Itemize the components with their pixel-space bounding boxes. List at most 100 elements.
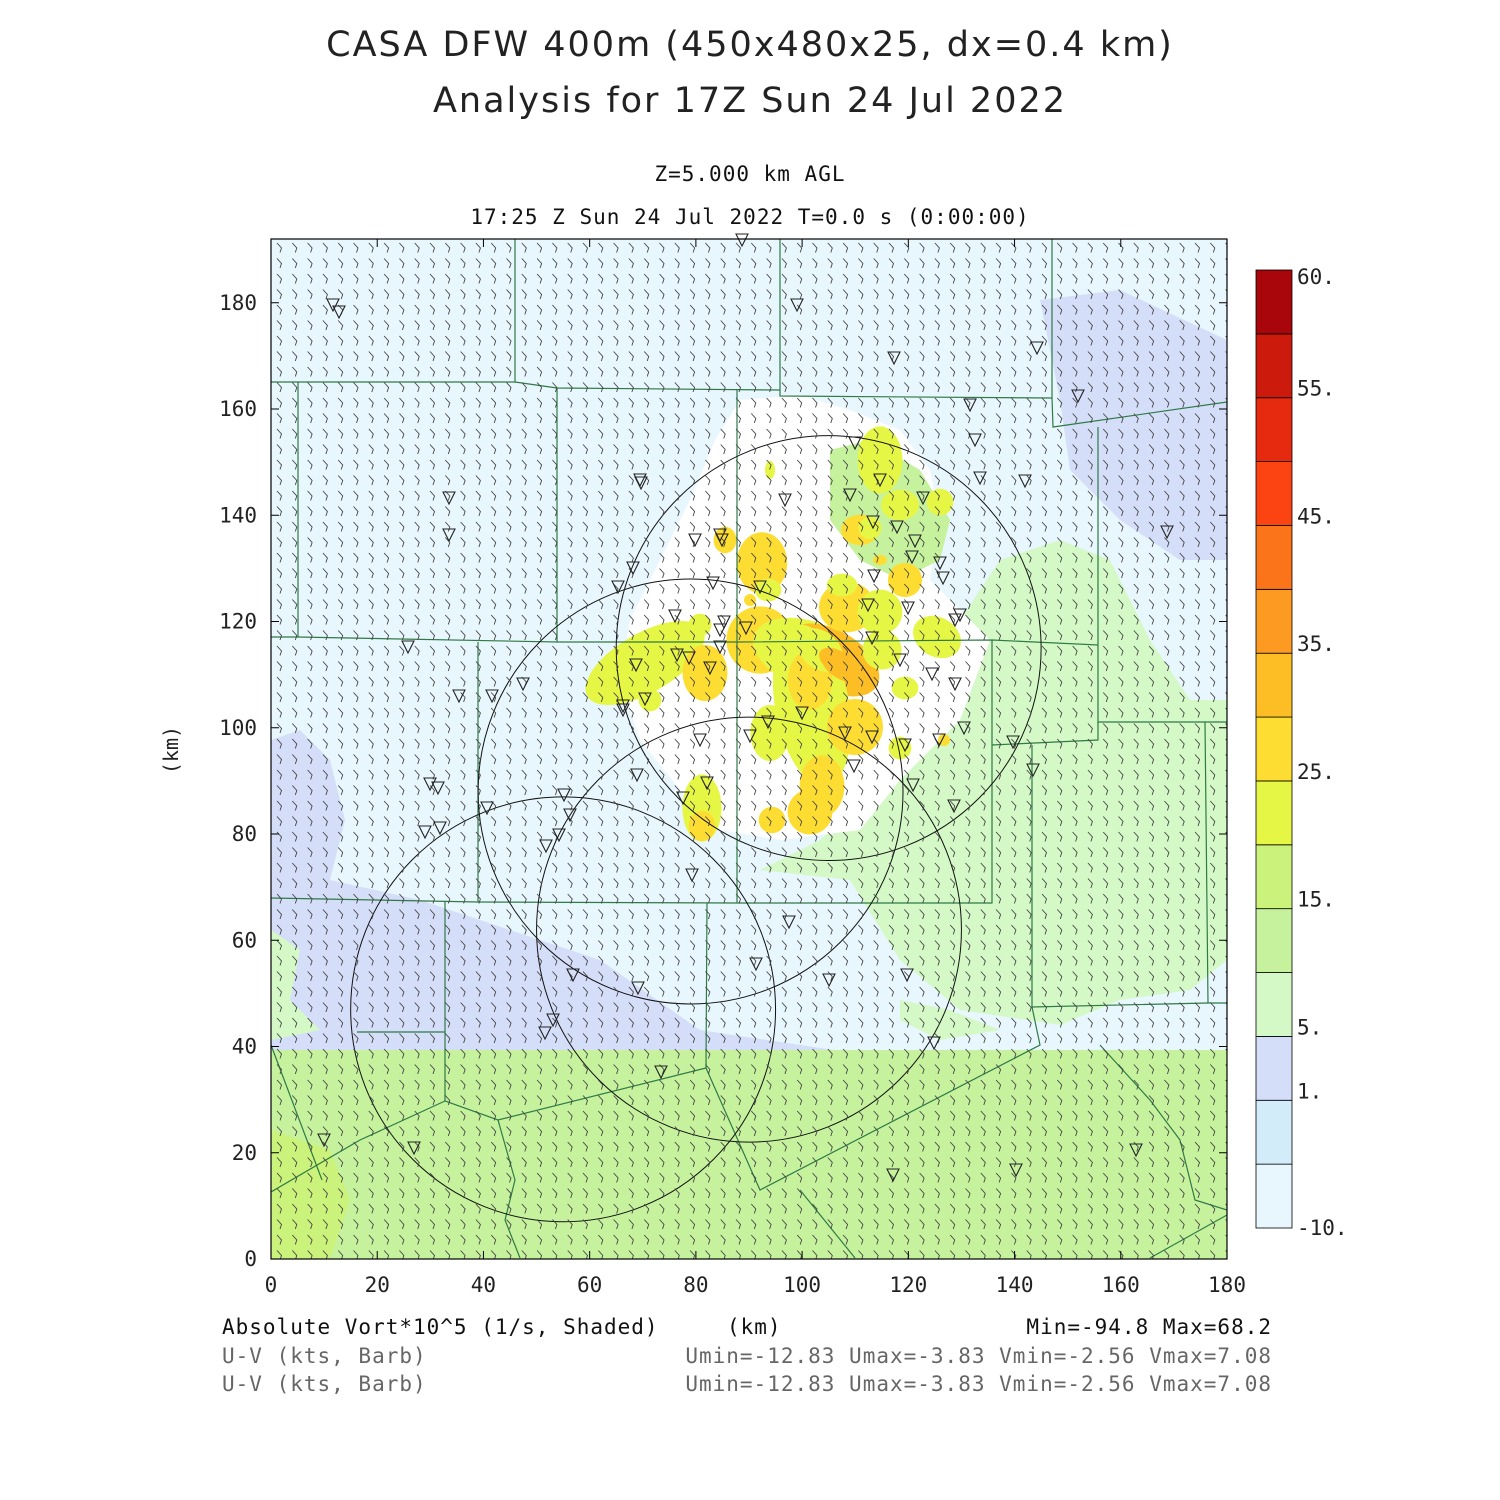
- colorbar-label: 60.: [1297, 265, 1335, 289]
- radar-station-marker: [790, 298, 804, 313]
- colorbar-label: 5.: [1297, 1015, 1322, 1039]
- chart-title-line1: CASA DFW 400m (450x480x25, dx=0.4 km): [326, 25, 1174, 65]
- radar-station-marker: [713, 640, 727, 655]
- y-tick-label: 20: [232, 1141, 257, 1165]
- radar-station-marker: [822, 973, 836, 988]
- radar-station-marker: [1129, 1143, 1143, 1158]
- x-tick-label: 180: [1208, 1273, 1246, 1297]
- radar-station-marker: [703, 661, 717, 676]
- radar-station-marker: [898, 738, 912, 753]
- level-label: Z=5.000 km AGL: [654, 162, 846, 186]
- radar-station-marker: [893, 653, 907, 668]
- radar-station-marker: [865, 631, 879, 646]
- radar-station-marker: [948, 677, 962, 692]
- radar-station-marker: [563, 808, 577, 823]
- wind-description-1: U-V (kts, Barb): [222, 1344, 427, 1368]
- radar-station-marker: [948, 613, 962, 628]
- radar-station-marker: [1018, 474, 1032, 489]
- x-tick-label: 0: [265, 1273, 278, 1297]
- radar-station-marker: [688, 533, 702, 548]
- colorbar-label: 35.: [1297, 632, 1335, 656]
- radar-station-marker: [932, 733, 946, 748]
- radar-station-marker: [682, 651, 696, 666]
- x-tick-label: 80: [683, 1273, 708, 1297]
- radar-station-marker: [676, 791, 690, 806]
- x-tick-label: 40: [471, 1273, 496, 1297]
- y-tick-label: 120: [219, 610, 257, 634]
- radar-station-marker: [795, 706, 809, 721]
- wind-barbs: [276, 242, 1227, 1259]
- y-tick-label: 80: [232, 822, 257, 846]
- colorbar-swatch: [1255, 461, 1293, 526]
- colorbar-label: -10.: [1297, 1216, 1348, 1240]
- radar-range-rings: [350, 435, 1042, 1223]
- county-boundaries: [271, 239, 1227, 1259]
- radar-station-marker: [739, 621, 753, 636]
- colorbar: -10. 1. 5. 15. 25. 35. 45. 55. 60.: [1255, 265, 1348, 1240]
- colorbar-label: 55.: [1297, 377, 1335, 401]
- radar-station-marker: [480, 801, 494, 816]
- radar-station-marker: [735, 233, 749, 248]
- range-ring: [477, 578, 904, 1005]
- radar-station-marker: [1009, 1163, 1023, 1178]
- radar-station-marker: [516, 677, 530, 692]
- radar-station-marker: [654, 1065, 668, 1080]
- radar-station-marker: [847, 759, 861, 774]
- radar-station-marker: [1006, 735, 1020, 750]
- radar-station-marker: [638, 692, 652, 707]
- radar-station-marker: [947, 799, 961, 814]
- radar-station-marker: [538, 1026, 552, 1041]
- radar-station-marker: [867, 569, 881, 584]
- radar-station-marker: [753, 580, 767, 595]
- radar-station-marker: [900, 968, 914, 983]
- colorbar-swatch: [1255, 1099, 1293, 1165]
- radar-station-marker: [634, 476, 648, 491]
- radar-station-marker: [1030, 341, 1044, 356]
- radar-station-marker: [916, 491, 930, 506]
- radar-station-marker: [706, 576, 720, 591]
- radar-station-marker: [616, 699, 630, 714]
- radar-station-marker: [700, 776, 714, 791]
- radar-station-marker: [778, 493, 792, 508]
- wind-description-2: U-V (kts, Barb): [222, 1372, 427, 1396]
- radar-station-marker: [890, 520, 904, 535]
- radar-station-marker: [838, 726, 852, 741]
- radar-station-marker: [442, 528, 456, 543]
- station-markers: [317, 233, 1174, 1183]
- radar-station-marker: [1026, 763, 1040, 778]
- colorbar-swatch: [1255, 780, 1293, 846]
- radar-station-marker: [317, 1133, 331, 1148]
- radar-station-marker: [936, 571, 950, 586]
- range-ring: [536, 716, 962, 1143]
- x-tick-label: 120: [889, 1273, 927, 1297]
- colorbar-swatch: [1255, 652, 1293, 718]
- radar-station-marker: [865, 730, 879, 745]
- colorbar-label: 25.: [1297, 760, 1335, 784]
- radar-station-marker: [953, 608, 967, 623]
- colorbar-swatch: [1255, 1163, 1293, 1229]
- colorbar-label: 15.: [1297, 888, 1335, 912]
- axes: 0 20 40 60 80 100 120 140 160 180 0 20 40 60 80 100 120 1…: [219, 239, 1246, 1297]
- radar-station-marker: [761, 715, 775, 730]
- radar-station-marker: [668, 609, 682, 624]
- radar-station-marker: [452, 689, 466, 704]
- range-ring: [615, 435, 1042, 862]
- radar-station-marker: [968, 433, 982, 448]
- radar-station-marker: [973, 471, 987, 486]
- radar-station-marker: [557, 788, 571, 803]
- radar-station-marker: [873, 473, 887, 488]
- y-tick-label: 140: [219, 503, 257, 527]
- radar-station-marker: [933, 556, 947, 571]
- radar-station-marker: [1160, 525, 1174, 540]
- colorbar-swatch: [1255, 269, 1293, 335]
- radar-station-marker: [326, 298, 340, 313]
- colorbar-swatch: [1255, 333, 1293, 399]
- radar-station-marker: [629, 658, 643, 673]
- radar-station-marker: [713, 623, 727, 638]
- radar-station-marker: [552, 828, 566, 843]
- min-max-readout: Min=-94.8 Max=68.2: [1026, 1315, 1272, 1339]
- plot-frame: [270, 238, 1228, 1260]
- radar-station-marker: [887, 351, 901, 366]
- colorbar-swatch: [1255, 1036, 1293, 1101]
- radar-station-marker: [407, 1141, 421, 1156]
